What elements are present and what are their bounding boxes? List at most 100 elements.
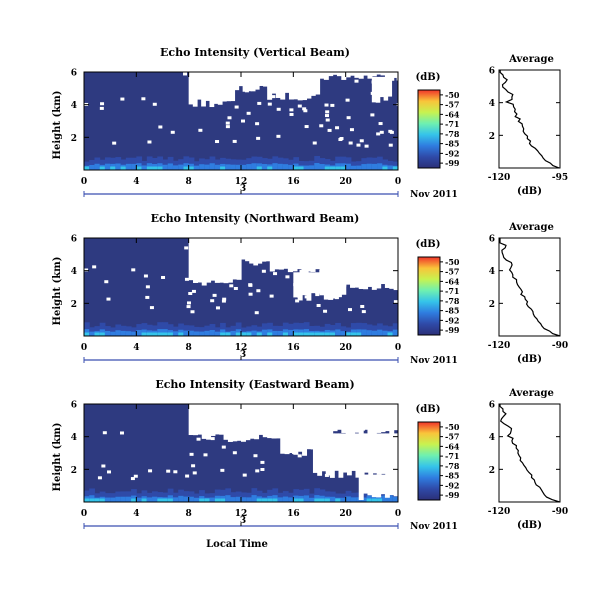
missing-data [269, 238, 275, 272]
missing-data [210, 299, 215, 303]
missing-data [379, 76, 385, 98]
heatmap-cell [209, 163, 216, 170]
heatmap-cell [89, 164, 95, 170]
colorbar-tick-label: -92 [445, 480, 459, 490]
missing-data [287, 238, 293, 273]
missing-data [358, 404, 364, 437]
heatmap-cell [220, 332, 226, 336]
missing-data [213, 72, 219, 104]
missing-data [389, 404, 395, 435]
missing-data [388, 143, 393, 147]
heatmap-cell [377, 329, 383, 336]
missing-data [387, 260, 392, 264]
missing-data [358, 474, 364, 501]
heatmap-cell [241, 164, 247, 170]
heatmap-cell [141, 498, 148, 502]
heatmap-cell [157, 166, 163, 170]
heatmap-cell [246, 497, 252, 502]
heatmap-cell [361, 497, 368, 502]
missing-data [297, 404, 303, 452]
heatmap-cell [387, 332, 394, 336]
missing-data [278, 238, 284, 270]
missing-data [289, 108, 294, 112]
heatmap-cell [120, 166, 127, 170]
missing-data [345, 404, 351, 435]
missing-data [196, 437, 201, 441]
missing-data [334, 296, 339, 300]
missing-data [218, 77, 223, 81]
missing-data [304, 270, 309, 274]
heatmap-cell [209, 330, 216, 336]
missing-data [230, 437, 235, 441]
missing-data [371, 72, 377, 77]
missing-data [227, 116, 232, 120]
missing-data [285, 429, 290, 433]
date-label: Nov 2011 [410, 522, 458, 532]
missing-data [191, 289, 196, 293]
missing-data [380, 433, 386, 474]
missing-data [330, 103, 335, 107]
heatmap-cell [199, 498, 205, 502]
missing-data [297, 434, 302, 438]
missing-data [339, 137, 344, 141]
heatmap-cell [267, 332, 273, 336]
heatmap-cell [288, 497, 294, 502]
heatmap-cell [335, 329, 341, 336]
missing-data [212, 293, 217, 297]
missing-data [323, 272, 329, 300]
missing-data [133, 474, 138, 478]
y-tick-label: 2 [71, 134, 77, 144]
missing-data [273, 272, 278, 276]
day-label: 3 [240, 350, 246, 360]
y-tick-label: 6 [71, 401, 77, 411]
missing-data [340, 452, 345, 456]
heatmap-cell [277, 163, 284, 170]
heatmap-cell [146, 497, 153, 502]
missing-data [145, 285, 150, 289]
missing-data [296, 238, 303, 270]
heatmap-cell [309, 165, 315, 170]
missing-data [302, 272, 308, 296]
average-y-tick-label: 4 [489, 99, 495, 109]
heatmap-cell [298, 166, 305, 170]
heatmap-cell [183, 496, 190, 502]
heatmap-cell [314, 498, 320, 502]
missing-data [317, 433, 323, 476]
missing-data [293, 283, 298, 287]
heatmap-cell [178, 164, 184, 170]
missing-data [325, 110, 330, 114]
missing-data [293, 404, 299, 455]
heatmap-cell [225, 495, 232, 502]
y-tick-label: 2 [71, 300, 77, 310]
heatmap-cell [282, 164, 289, 170]
missing-data [360, 304, 365, 308]
x-tick-label: 4 [133, 177, 139, 187]
heatmap-cell [193, 165, 200, 170]
missing-data [301, 286, 306, 290]
missing-data [328, 72, 334, 77]
missing-data [199, 79, 204, 83]
missing-data [319, 404, 325, 457]
missing-data [363, 72, 369, 76]
colorbar-tick-label: -64 [445, 109, 460, 119]
missing-data [280, 404, 286, 454]
heatmap-cell [104, 163, 111, 170]
heatmap-cell [172, 497, 179, 502]
heatmap-cell [131, 331, 137, 336]
missing-data [188, 292, 193, 296]
average-x-tick-label: -120 [488, 341, 511, 351]
chart-title: Echo Intensity (Eastward Beam) [155, 378, 354, 391]
missing-data [370, 91, 375, 95]
missing-data [297, 104, 302, 108]
heatmap-cell [261, 498, 268, 502]
missing-data [192, 72, 198, 107]
missing-data [197, 251, 202, 255]
missing-data [380, 238, 386, 285]
heatmap-cell [329, 496, 336, 502]
missing-data [316, 303, 321, 307]
missing-data [325, 118, 330, 122]
heatmap-cell [183, 156, 190, 170]
date-label: Nov 2011 [410, 190, 458, 200]
heatmap-cell [392, 496, 399, 502]
missing-data [246, 72, 252, 92]
